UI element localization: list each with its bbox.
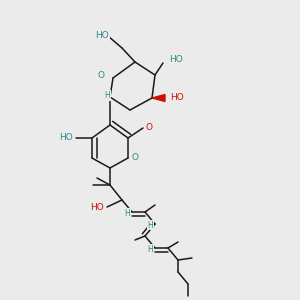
Text: O: O xyxy=(97,71,104,80)
Text: H: H xyxy=(104,91,110,100)
Text: O: O xyxy=(146,124,153,133)
Text: HO: HO xyxy=(59,134,73,142)
Text: HO: HO xyxy=(169,56,183,64)
Text: O: O xyxy=(131,154,138,163)
Text: H: H xyxy=(147,244,153,253)
Polygon shape xyxy=(152,94,165,101)
Text: HO: HO xyxy=(95,31,109,40)
Text: HO: HO xyxy=(90,202,104,211)
Text: H: H xyxy=(124,208,130,217)
Text: HO: HO xyxy=(170,94,184,103)
Text: H: H xyxy=(147,220,153,230)
